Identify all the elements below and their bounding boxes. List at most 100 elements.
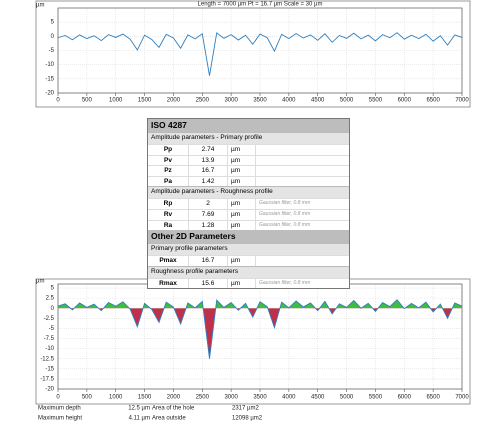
x-tick-label: 1500 xyxy=(138,98,152,104)
x-tick-label: 3000 xyxy=(224,395,238,401)
table-row: Pmax 16.7 µm xyxy=(148,255,349,266)
y-axis-label: µm xyxy=(36,3,44,9)
param-name: Rv xyxy=(148,209,189,220)
param-value: 15.6 xyxy=(189,278,228,289)
x-tick-label: 6000 xyxy=(398,98,412,104)
x-tick-label: 3500 xyxy=(253,98,267,104)
stat-value: 2317 µm2 xyxy=(232,406,259,412)
chart-title: Length = 7000 µm Pt = 16.7 µm Scale = 30… xyxy=(198,2,323,8)
x-tick-label: 7000 xyxy=(455,98,469,104)
x-tick-label: 500 xyxy=(82,395,93,401)
panel xyxy=(35,278,471,405)
group-header: Amplitude parameters - Primary profile xyxy=(148,132,349,144)
group-header: Amplitude parameters - Roughness profile xyxy=(148,186,349,199)
table-row: Pz 16.7 µm xyxy=(148,165,349,176)
param-unit: µm xyxy=(228,278,256,289)
x-tick-label: 2000 xyxy=(167,98,181,104)
y-axis-label: µm xyxy=(36,279,44,285)
param-note: Gaussian filter, 0.8 mm xyxy=(259,279,311,286)
y-tick-label: -12.5 xyxy=(40,356,54,362)
y-tick-label: -17.5 xyxy=(40,376,54,382)
param-value: 16.7 xyxy=(189,256,228,266)
x-tick-label: 1000 xyxy=(109,98,123,104)
x-tick-label: 3500 xyxy=(253,395,267,401)
x-tick-label: 4000 xyxy=(282,395,296,401)
param-unit: µm xyxy=(228,155,256,166)
x-tick-label: 6500 xyxy=(426,98,440,104)
y-tick-label: 2.5 xyxy=(46,296,55,302)
area-above xyxy=(58,299,462,309)
param-unit: µm xyxy=(228,176,256,187)
param-unit: µm xyxy=(228,166,256,176)
x-tick-label: 4500 xyxy=(311,395,325,401)
y-tick-label: 0 xyxy=(51,306,55,312)
x-tick-label: 1500 xyxy=(138,395,152,401)
table-row: Rv 7.69 µm Gaussian filter, 0.8 mm xyxy=(148,208,349,220)
y-tick-label: -20 xyxy=(45,387,54,393)
param-unit: µm xyxy=(228,256,256,266)
x-tick-label: 2500 xyxy=(196,395,210,401)
param-value: 16.7 xyxy=(189,166,228,176)
param-value: 1.28 xyxy=(189,220,228,231)
x-tick-label: 5500 xyxy=(369,395,383,401)
param-value: 2 xyxy=(189,199,228,209)
x-tick-label: 1000 xyxy=(109,395,123,401)
table-row: Pa 1.42 µm xyxy=(148,175,349,187)
param-name: Rmax xyxy=(148,278,189,289)
y-tick-label: -7.5 xyxy=(44,336,55,342)
parameter-table: ISO 4287 Amplitude parameters - Primary p… xyxy=(147,118,350,290)
x-tick-label: 6500 xyxy=(426,395,440,401)
param-note: Gaussian filter, 0.8 mm xyxy=(259,210,311,217)
param-name: Pp xyxy=(148,145,189,155)
x-tick-label: 6000 xyxy=(398,395,412,401)
x-tick-label: 4500 xyxy=(311,98,325,104)
table-row: Rmax 15.6 µm Gaussian filter, 0.8 mm xyxy=(148,277,349,289)
x-tick-label: 2500 xyxy=(196,98,210,104)
param-note: Gaussian filter, 0.8 mm xyxy=(259,221,311,228)
y-tick-label: -2.5 xyxy=(44,316,55,322)
group-header: Primary profile parameters xyxy=(148,243,349,256)
param-name: Ra xyxy=(148,220,189,231)
stat-value: 12098 µm2 xyxy=(232,416,263,422)
param-name: Pa xyxy=(148,176,189,187)
param-note: Gaussian filter, 0.8 mm xyxy=(259,200,311,207)
table-row: Rp 2 µm Gaussian filter, 0.8 mm xyxy=(148,198,349,209)
stat-label: Maximum depth xyxy=(38,406,81,412)
param-name: Pmax xyxy=(148,256,189,266)
x-tick-label: 500 xyxy=(82,98,93,104)
y-tick-label: -5 xyxy=(49,326,55,332)
y-tick-label: -10 xyxy=(45,346,54,352)
x-tick-label: 0 xyxy=(56,395,60,401)
param-value: 2.74 xyxy=(189,145,228,155)
stat-label: Area outside xyxy=(152,416,186,422)
param-value: 7.69 xyxy=(189,209,228,220)
stat-label: Area of the hole xyxy=(152,406,195,412)
param-unit: µm xyxy=(228,145,256,155)
area-below xyxy=(58,308,462,359)
param-unit: µm xyxy=(228,209,256,220)
group-header: Roughness profile parameters xyxy=(148,265,349,278)
x-tick-label: 5000 xyxy=(340,395,354,401)
param-name: Pz xyxy=(148,166,189,176)
param-unit: µm xyxy=(228,220,256,231)
y-tick-label: 5 xyxy=(51,20,55,26)
param-value: 13.9 xyxy=(189,155,228,166)
y-tick-label: 5 xyxy=(51,286,55,292)
param-unit: µm xyxy=(228,199,256,209)
x-tick-label: 7000 xyxy=(455,395,469,401)
table-row: Pp 2.74 µm xyxy=(148,144,349,155)
panel xyxy=(35,0,471,108)
y-tick-label: 0 xyxy=(51,34,55,40)
plot-frame xyxy=(57,7,463,94)
y-tick-label: -20 xyxy=(45,91,54,97)
x-tick-label: 2000 xyxy=(167,395,181,401)
y-tick-label: -15 xyxy=(45,366,54,372)
y-tick-label: -5 xyxy=(49,48,55,54)
profile-line xyxy=(57,32,463,76)
section-header: ISO 4287 xyxy=(148,119,349,132)
y-tick-label: -15 xyxy=(45,76,54,82)
section-header: Other 2D Parameters xyxy=(148,230,349,244)
x-tick-label: 5000 xyxy=(340,98,354,104)
